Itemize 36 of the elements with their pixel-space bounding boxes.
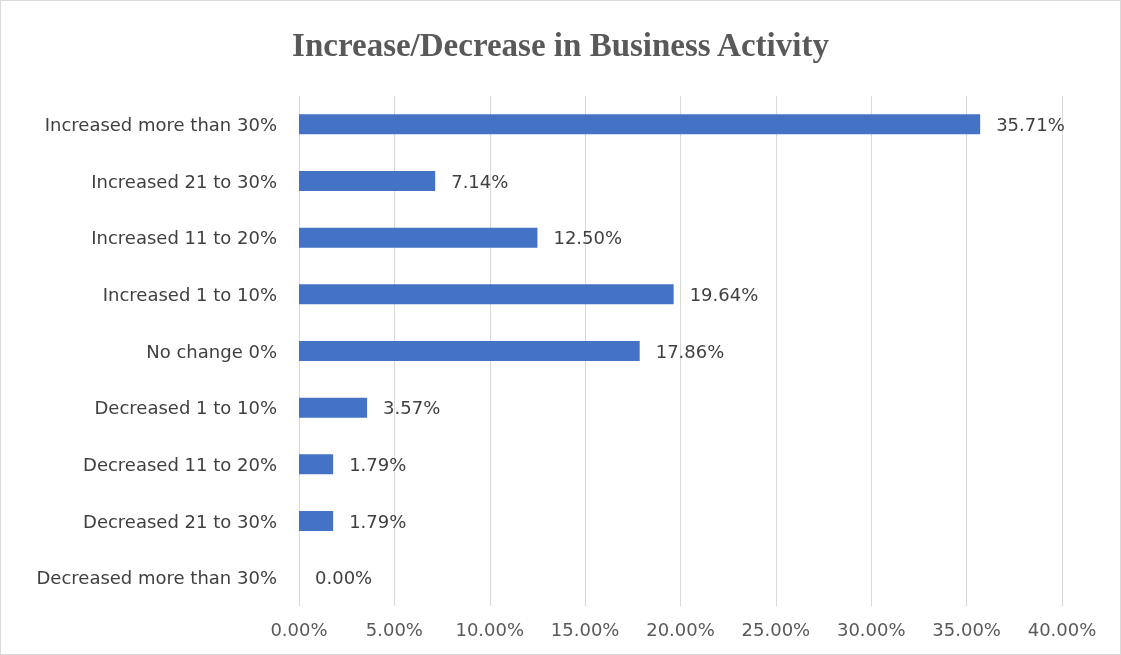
- y-tick-label: Decreased more than 30%: [36, 567, 277, 589]
- data-label: 12.50%: [553, 227, 623, 249]
- x-tick-label: 25.00%: [741, 618, 811, 640]
- y-tick-label: Decreased 1 to 10%: [94, 397, 277, 419]
- bar: [299, 114, 981, 135]
- y-tick-label: Decreased 11 to 20%: [83, 453, 277, 475]
- bar: [299, 397, 368, 418]
- x-tick-label: 15.00%: [550, 618, 620, 640]
- y-tick-label: Increased 21 to 30%: [91, 170, 277, 192]
- bar: [299, 171, 436, 191]
- bar: [299, 227, 538, 248]
- data-label: 0.00%: [315, 567, 373, 589]
- y-tick-label: No change 0%: [146, 340, 277, 362]
- x-tick-label: 35.00%: [932, 618, 1001, 640]
- y-tick-label: Increased 11 to 20%: [91, 227, 277, 249]
- x-tick-label: 5.00%: [365, 618, 423, 640]
- data-label: 1.79%: [349, 453, 407, 475]
- data-label: 7.14%: [451, 170, 509, 192]
- x-tick-label: 30.00%: [836, 618, 906, 640]
- x-tick-label: 0.00%: [270, 618, 328, 640]
- bar: [299, 341, 640, 361]
- data-label: 17.86%: [655, 340, 725, 362]
- data-label: 1.79%: [349, 510, 407, 532]
- y-tick-label: Decreased 21 to 30%: [83, 510, 277, 532]
- bar: [299, 284, 674, 305]
- bar: [299, 454, 334, 475]
- chart-title: Increase/Decrease in Business Activity: [292, 26, 830, 63]
- data-label: 19.64%: [689, 283, 759, 305]
- data-label: 35.71%: [996, 113, 1065, 135]
- x-tick-label: 20.00%: [646, 618, 715, 640]
- bar: [299, 511, 334, 531]
- x-tick-label: 10.00%: [455, 618, 525, 640]
- y-tick-label: Increased 1 to 10%: [102, 283, 277, 305]
- y-tick-label: Increased more than 30%: [44, 113, 277, 135]
- data-label: 3.57%: [383, 397, 441, 419]
- x-tick-label: 40.00%: [1027, 618, 1097, 640]
